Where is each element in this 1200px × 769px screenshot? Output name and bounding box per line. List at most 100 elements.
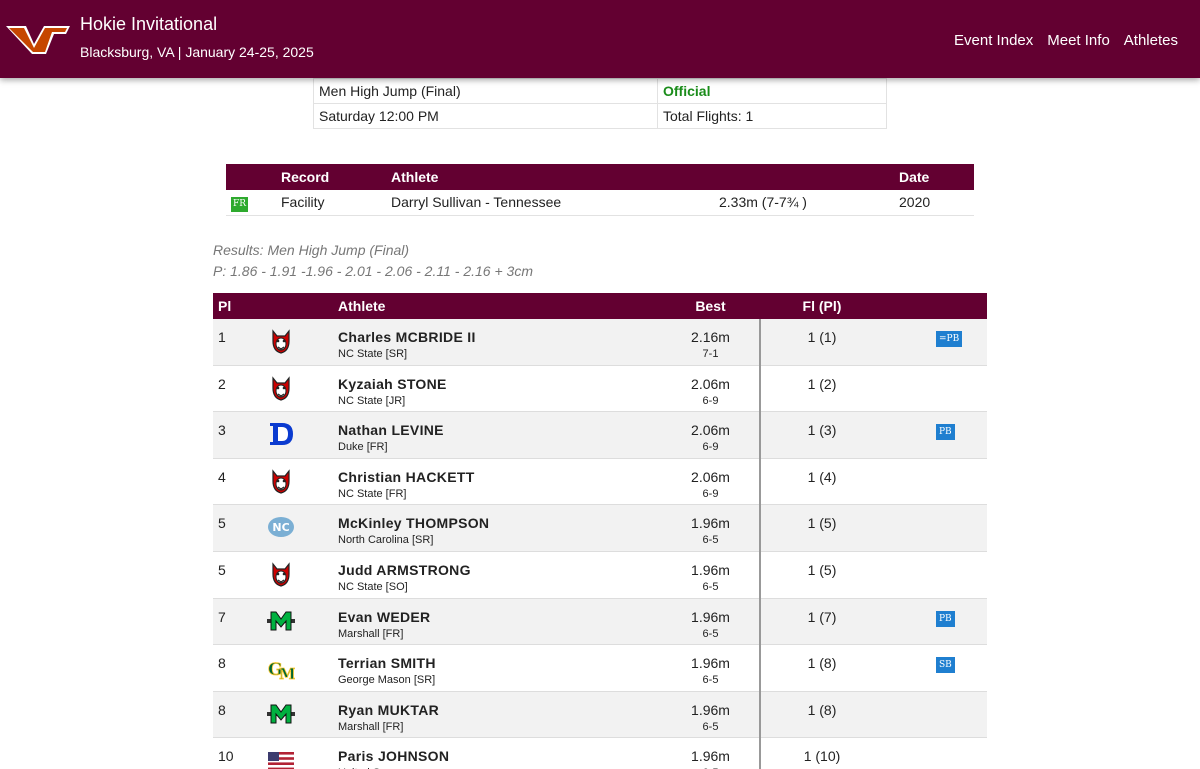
event-status-cell: Official (657, 78, 887, 104)
place: 1 (218, 329, 226, 345)
athlete-name[interactable]: Judd ARMSTRONG (338, 561, 471, 578)
best-mark-imperial: 6-5 (668, 767, 753, 769)
nc-state-wolf-icon[interactable] (267, 327, 295, 355)
place: 7 (218, 608, 226, 625)
header-place: Pl (218, 298, 232, 314)
results-rows: 1 Charles MCBRIDE II NC State [SR] 2.16m 7-1… (213, 319, 987, 769)
svg-text:M: M (279, 665, 295, 681)
table-row: 8 G M Terrian SMITH George Mason [SR] 1.96m 6-… (213, 645, 987, 692)
table-row: 10 Paris JOHNSON United S... 1.96m 6-5 1 (10) (213, 738, 987, 769)
best-mark-imperial: 6-9 (702, 441, 719, 454)
records-mark-header (719, 164, 899, 190)
record-mark: 2.33m (7-7¾ ) (719, 190, 899, 216)
pb-badge: PB (936, 610, 955, 627)
place: 10 (218, 748, 234, 765)
event-status: Official (663, 83, 711, 99)
meet-location-dates: Blacksburg, VA | January 24-25, 2025 (80, 44, 314, 60)
table-row: 7 Evan WEDER Marshall [FR] 1.96m 6-5 1 (7) PB (213, 598, 987, 646)
place: 5 (218, 561, 226, 578)
flight-place: 1 (4) (807, 468, 837, 485)
athlete-team[interactable]: George Mason [SR] (338, 674, 436, 687)
nav-athletes[interactable]: Athletes (1123, 32, 1178, 49)
flight-place: 1 (10) (803, 748, 841, 765)
athlete-name[interactable]: Kyzaiah STONE (338, 375, 447, 392)
place: 5 (218, 515, 226, 532)
best-mark: 1.96m (691, 515, 730, 532)
duke-d-icon[interactable] (267, 420, 295, 448)
best-mark-imperial: 6-5 (702, 627, 719, 640)
records-table: Record Athlete Date FR Facility Darryl S… (226, 164, 974, 216)
records-header-record: Record (281, 164, 391, 190)
place: 8 (218, 655, 226, 672)
athlete-name[interactable]: Charles MCBRIDE II (338, 329, 476, 345)
nc-state-wolf-icon[interactable] (267, 467, 295, 495)
athlete-name[interactable]: Terrian SMITH (338, 655, 436, 672)
event-info-table: Men High Jump (Final) Official Saturday … (313, 78, 887, 129)
athlete-team[interactable]: NC State [SO] (338, 580, 408, 593)
best-mark-imperial: 7-1 (702, 348, 719, 360)
column-divider (759, 319, 761, 769)
athlete-team[interactable]: Duke [FR] (338, 441, 388, 454)
meet-title: Hokie Invitational (80, 14, 218, 34)
athlete-team[interactable]: Marshall [FR] (338, 720, 404, 733)
event-name: Men High Jump (319, 83, 418, 99)
record-row: FR Facility Darryl Sullivan - Tennessee … (226, 190, 974, 216)
records-badge-header (226, 164, 281, 190)
flight-place: 1 (1) (807, 329, 837, 345)
table-row: 5 Judd ARMSTRONG NC State [SO] 1.96m 6-5 1 (5… (213, 551, 987, 599)
best-mark-imperial: 6-5 (702, 674, 719, 687)
best-mark: 1.96m (691, 655, 730, 672)
athlete-name[interactable]: Ryan MUKTAR (338, 701, 440, 718)
athlete-team[interactable]: North Carolina [SR] (338, 534, 434, 547)
header-bar: Hokie Invitational Blacksburg, VA | Janu… (0, 0, 1200, 78)
place: 8 (218, 701, 226, 718)
place: 3 (218, 422, 226, 439)
top-nav: Event Index Meet Info Athletes (954, 32, 1178, 49)
records-header-date: Date (899, 164, 974, 190)
best-mark: 2.06m (691, 375, 730, 392)
marshall-m-icon[interactable] (267, 607, 295, 635)
best-mark: 2.06m (691, 422, 730, 439)
athlete-name[interactable]: Christian HACKETT (338, 468, 475, 485)
nc-state-wolf-icon[interactable] (267, 374, 295, 402)
marshall-m-icon[interactable] (267, 700, 295, 728)
table-row: 1 Charles MCBRIDE II NC State [SR] 2.16m 7-1… (213, 319, 987, 366)
header-best: Best (695, 298, 726, 314)
athlete-team[interactable]: Marshall [FR] (338, 627, 404, 640)
athlete-name[interactable]: Nathan LEVINE (338, 422, 444, 439)
best-mark-imperial: 6-5 (702, 720, 719, 733)
event-flights: Total Flights: 1 (657, 103, 887, 129)
athlete-team[interactable]: NC State [FR] (338, 487, 407, 500)
flight-place: 1 (8) (807, 655, 837, 672)
athlete-team[interactable]: United S... (338, 767, 389, 769)
pb-badge: SB (936, 657, 955, 674)
event-name-cell: Men High Jump (Final) (313, 78, 658, 104)
vt-logo-icon[interactable] (6, 22, 70, 58)
records-header-athlete: Athlete (391, 164, 719, 190)
table-row: 2 Kyzaiah STONE NC State [JR] 2.06m 6-9 1 (2) (213, 365, 987, 413)
best-mark: 2.06m (691, 468, 730, 485)
unc-icon[interactable]: NC (267, 513, 295, 541)
flight-place: 1 (5) (807, 561, 837, 578)
nav-event-index[interactable]: Event Index (954, 32, 1034, 49)
header-flight: Fl (Pl) (802, 298, 842, 314)
usa-flag-icon[interactable] (267, 746, 295, 769)
athlete-name[interactable]: Paris JOHNSON (338, 748, 450, 765)
svg-text:G: G (268, 660, 283, 680)
record-type: Facility (281, 190, 391, 216)
flight-place: 1 (5) (807, 515, 837, 532)
record-athlete[interactable]: Darryl Sullivan - Tennessee (391, 190, 719, 216)
flight-place: 1 (3) (807, 422, 837, 439)
record-badge-cell: FR (226, 190, 281, 216)
event-time: Saturday 12:00 PM (313, 103, 658, 129)
athlete-name[interactable]: McKinley THOMPSON (338, 515, 490, 532)
nc-state-wolf-icon[interactable] (267, 560, 295, 588)
best-mark-imperial: 6-9 (702, 487, 719, 500)
nav-meet-info[interactable]: Meet Info (1047, 32, 1110, 49)
best-mark: 1.96m (691, 608, 730, 625)
header-athlete: Athlete (338, 298, 386, 314)
athlete-name[interactable]: Evan WEDER (338, 608, 431, 625)
athlete-team[interactable]: NC State [SR] (338, 348, 408, 360)
athlete-team[interactable]: NC State [JR] (338, 394, 406, 407)
